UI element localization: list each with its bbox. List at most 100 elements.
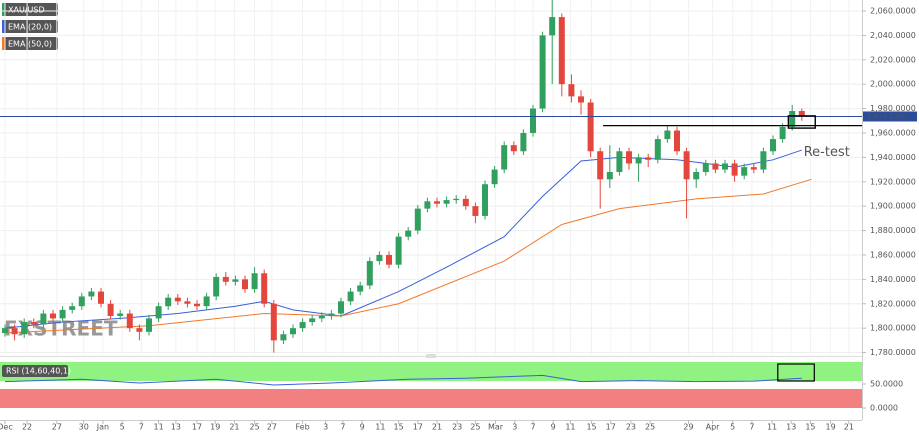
candle-body — [309, 318, 316, 323]
x-tick-label: Mar — [488, 423, 504, 432]
candle-body — [165, 297, 172, 307]
x-tick-label: 23 — [452, 423, 462, 432]
candle-body — [664, 130, 671, 140]
candle-body — [78, 296, 85, 307]
y-tick-label: 1,880.0000 — [870, 226, 916, 235]
legend-label: XAU/USD — [8, 6, 45, 15]
x-tick-label: 21 — [432, 423, 442, 432]
candle-body — [174, 297, 181, 302]
candle-body — [203, 296, 210, 307]
legend-swatch — [2, 37, 5, 50]
candle-body — [443, 200, 450, 204]
rsi-label: RSI (14,60,40,1) — [6, 367, 71, 376]
candle-body — [731, 163, 738, 176]
x-tick-label: 19 — [210, 423, 220, 432]
candle-body — [395, 236, 402, 265]
candle-body — [558, 17, 565, 85]
candle-body — [232, 279, 239, 282]
legend-label: EMA (50,0) — [8, 40, 52, 49]
candle-body — [289, 328, 296, 335]
x-tick-label: 27 — [267, 423, 277, 432]
y-tick-label: 1,960.0000 — [870, 128, 916, 137]
y-tick-label: 1,840.0000 — [870, 275, 916, 284]
y-tick-label: 1,820.0000 — [870, 299, 916, 308]
candle-body — [510, 145, 517, 152]
y2-tick-label: 0.0000 — [870, 404, 898, 413]
last-price-label: 1,973.5200 — [867, 112, 907, 120]
candle-body — [366, 261, 373, 286]
panel-handle — [426, 354, 436, 358]
candle-body — [472, 206, 479, 216]
x-tick-label: 15 — [586, 423, 596, 432]
candle-body — [414, 208, 421, 231]
x-tick-label: 15 — [805, 423, 815, 432]
x-tick-label: 9 — [551, 423, 556, 432]
x-tick-label: 7 — [340, 423, 345, 432]
x-tick-label: 13 — [786, 423, 796, 432]
candle-body — [241, 279, 248, 290]
candle-body — [21, 322, 28, 335]
x-tick-label: 21 — [229, 423, 239, 432]
candle-body — [405, 230, 412, 237]
candle-body — [337, 301, 344, 314]
candle-body — [30, 322, 37, 325]
x-tick-label: 25 — [645, 423, 655, 432]
x-tick-label: 30 — [79, 423, 89, 432]
annotation: Re-test — [804, 145, 850, 160]
x-tick-label: 7 — [749, 423, 754, 432]
y-tick-label: 1,920.0000 — [870, 177, 916, 186]
candle-body — [1, 328, 8, 334]
y-tick-label: 1,860.0000 — [870, 250, 916, 259]
candle-body — [107, 303, 114, 316]
candle-body — [578, 96, 585, 103]
y-tick-label: 2,040.0000 — [870, 31, 916, 40]
candle-body — [11, 328, 18, 335]
x-tick-label: 7 — [530, 423, 535, 432]
candle-body — [587, 102, 594, 152]
x-tick-label: 27 — [52, 423, 62, 432]
x-tick-label: 17 — [413, 423, 423, 432]
candle-body — [69, 306, 76, 310]
y-tick-label: 1,980.0000 — [870, 104, 916, 113]
y2-tick-label: 50.0000 — [870, 380, 903, 389]
candle-body — [462, 198, 469, 207]
x-tick-label: Apr — [706, 423, 721, 432]
candle-body — [616, 151, 623, 173]
y-tick-label: 1,780.0000 — [870, 348, 916, 357]
candle-body — [606, 172, 613, 180]
candle-body — [693, 172, 700, 180]
candle-body — [347, 291, 354, 302]
candle-body — [760, 151, 767, 170]
candle-body — [741, 167, 748, 176]
x-tick-label: 15 — [394, 423, 404, 432]
x-tick-label: 17 — [192, 423, 202, 432]
candle-body — [328, 313, 335, 316]
candle-body — [539, 35, 546, 109]
candle-body — [779, 126, 786, 140]
x-tick-label: 5 — [730, 423, 735, 432]
candle-body — [40, 313, 47, 325]
candle-body — [645, 157, 652, 160]
rsi-line — [4, 374, 802, 386]
candle-body — [482, 184, 489, 216]
x-tick-label: 11 — [154, 423, 164, 432]
candle-body — [117, 313, 124, 316]
candle-body — [798, 111, 805, 117]
y-tick-label: 2,020.0000 — [870, 55, 916, 64]
candle-body — [712, 163, 719, 170]
x-tick-label: 17 — [606, 423, 616, 432]
legend-box — [2, 37, 58, 50]
x-tick-label: Feb — [296, 423, 310, 432]
candle-body — [261, 273, 268, 304]
candle-body — [251, 273, 258, 290]
candle-body — [299, 322, 306, 329]
x-tick-label: 13 — [171, 423, 181, 432]
candle-body — [683, 151, 690, 180]
ema-line — [4, 178, 812, 334]
candle-body — [702, 163, 709, 173]
candle-body — [635, 157, 642, 164]
candle-body — [530, 108, 537, 133]
candle-body — [789, 111, 796, 127]
